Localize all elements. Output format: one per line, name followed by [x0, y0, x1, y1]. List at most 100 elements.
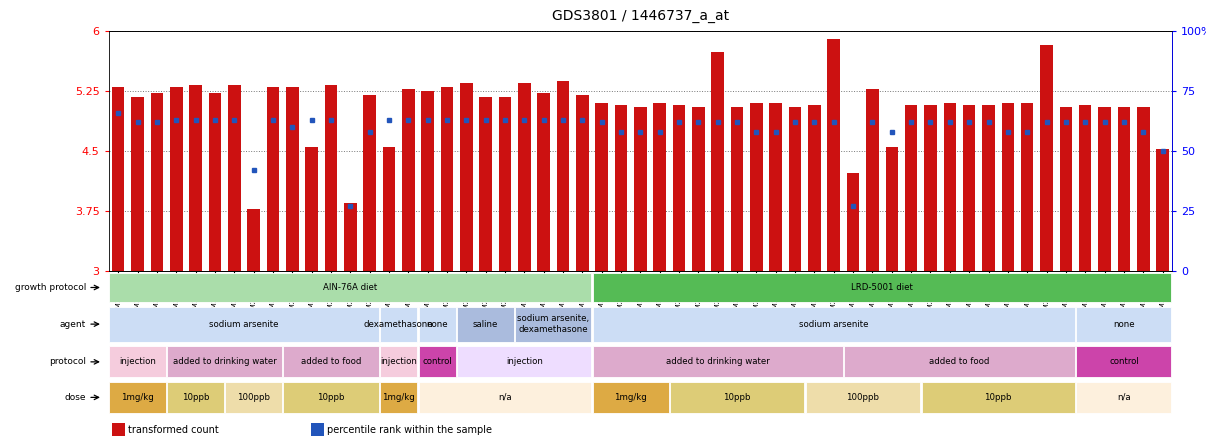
Bar: [1076, 306, 1171, 342]
Bar: [418, 382, 591, 413]
Bar: [457, 346, 591, 377]
Bar: [1118, 107, 1130, 271]
Bar: [110, 306, 379, 342]
Text: sodium arsenite: sodium arsenite: [209, 320, 279, 329]
Bar: [170, 87, 182, 271]
Text: 100ppb: 100ppb: [847, 393, 879, 402]
Bar: [382, 147, 396, 271]
Bar: [283, 382, 379, 413]
Bar: [151, 93, 163, 271]
Bar: [593, 273, 1171, 302]
Text: percentile rank within the sample: percentile rank within the sample: [327, 424, 492, 435]
Text: injection: injection: [380, 357, 417, 366]
Text: 1mg/kg: 1mg/kg: [614, 393, 648, 402]
Text: agent: agent: [60, 320, 86, 329]
Bar: [924, 105, 937, 271]
Bar: [593, 306, 1075, 342]
Bar: [112, 87, 124, 271]
Bar: [479, 97, 492, 271]
Text: 10ppb: 10ppb: [724, 393, 751, 402]
Bar: [615, 105, 627, 271]
Bar: [440, 87, 453, 271]
Text: 100ppb: 100ppb: [238, 393, 270, 402]
Bar: [283, 346, 379, 377]
Bar: [593, 346, 843, 377]
Text: added to drinking water: added to drinking water: [172, 357, 276, 366]
Text: 10ppb: 10ppb: [317, 393, 345, 402]
Text: n/a: n/a: [498, 393, 511, 402]
Text: injection: injection: [505, 357, 543, 366]
Bar: [654, 103, 666, 271]
Text: saline: saline: [473, 320, 498, 329]
Bar: [1041, 45, 1053, 271]
Bar: [189, 85, 201, 271]
Bar: [209, 93, 221, 271]
Text: none: none: [427, 320, 449, 329]
Bar: [519, 83, 531, 271]
Bar: [904, 105, 918, 271]
Bar: [324, 85, 338, 271]
Bar: [538, 93, 550, 271]
Bar: [286, 87, 299, 271]
Bar: [596, 103, 608, 271]
Bar: [131, 97, 144, 271]
Bar: [731, 107, 743, 271]
Bar: [418, 306, 456, 342]
Text: added to food: added to food: [930, 357, 990, 366]
Bar: [847, 173, 860, 271]
Bar: [634, 107, 646, 271]
Text: AIN-76A diet: AIN-76A diet: [323, 283, 377, 292]
Bar: [844, 346, 1075, 377]
Text: dexamethasone: dexamethasone: [364, 320, 433, 329]
Bar: [515, 306, 591, 342]
Bar: [459, 83, 473, 271]
Text: none: none: [1113, 320, 1135, 329]
Bar: [962, 105, 976, 271]
Bar: [380, 382, 417, 413]
Bar: [110, 273, 591, 302]
Text: injection: injection: [119, 357, 156, 366]
Text: 10ppb: 10ppb: [182, 393, 210, 402]
Text: control: control: [422, 357, 452, 366]
Bar: [671, 382, 804, 413]
Bar: [110, 382, 165, 413]
Bar: [226, 382, 282, 413]
Text: dose: dose: [65, 393, 86, 402]
Text: sodium arsenite,
dexamethasone: sodium arsenite, dexamethasone: [517, 314, 590, 334]
Text: LRD-5001 diet: LRD-5001 diet: [851, 283, 913, 292]
Text: 10ppb: 10ppb: [984, 393, 1012, 402]
Bar: [1157, 149, 1169, 271]
Bar: [806, 382, 920, 413]
Text: GDS3801 / 1446737_a_at: GDS3801 / 1446737_a_at: [552, 9, 728, 23]
Bar: [1021, 103, 1034, 271]
Bar: [1076, 382, 1171, 413]
Text: 1mg/kg: 1mg/kg: [382, 393, 415, 402]
Text: n/a: n/a: [1117, 393, 1131, 402]
Text: sodium arsenite: sodium arsenite: [800, 320, 868, 329]
Bar: [305, 147, 318, 271]
Text: growth protocol: growth protocol: [14, 283, 86, 292]
Bar: [311, 423, 324, 436]
Bar: [228, 85, 240, 271]
Bar: [943, 103, 956, 271]
Bar: [789, 107, 802, 271]
Bar: [1079, 105, 1091, 271]
Bar: [112, 423, 125, 436]
Bar: [380, 306, 417, 342]
Bar: [808, 105, 821, 271]
Bar: [982, 105, 995, 271]
Text: control: control: [1110, 357, 1138, 366]
Bar: [712, 52, 724, 271]
Bar: [673, 105, 685, 271]
Text: added to food: added to food: [300, 357, 361, 366]
Bar: [267, 87, 280, 271]
Bar: [421, 91, 434, 271]
Bar: [499, 97, 511, 271]
Bar: [168, 382, 224, 413]
Bar: [1137, 107, 1149, 271]
Bar: [885, 147, 898, 271]
Bar: [418, 346, 456, 377]
Bar: [380, 346, 417, 377]
Bar: [110, 346, 165, 377]
Bar: [866, 89, 879, 271]
